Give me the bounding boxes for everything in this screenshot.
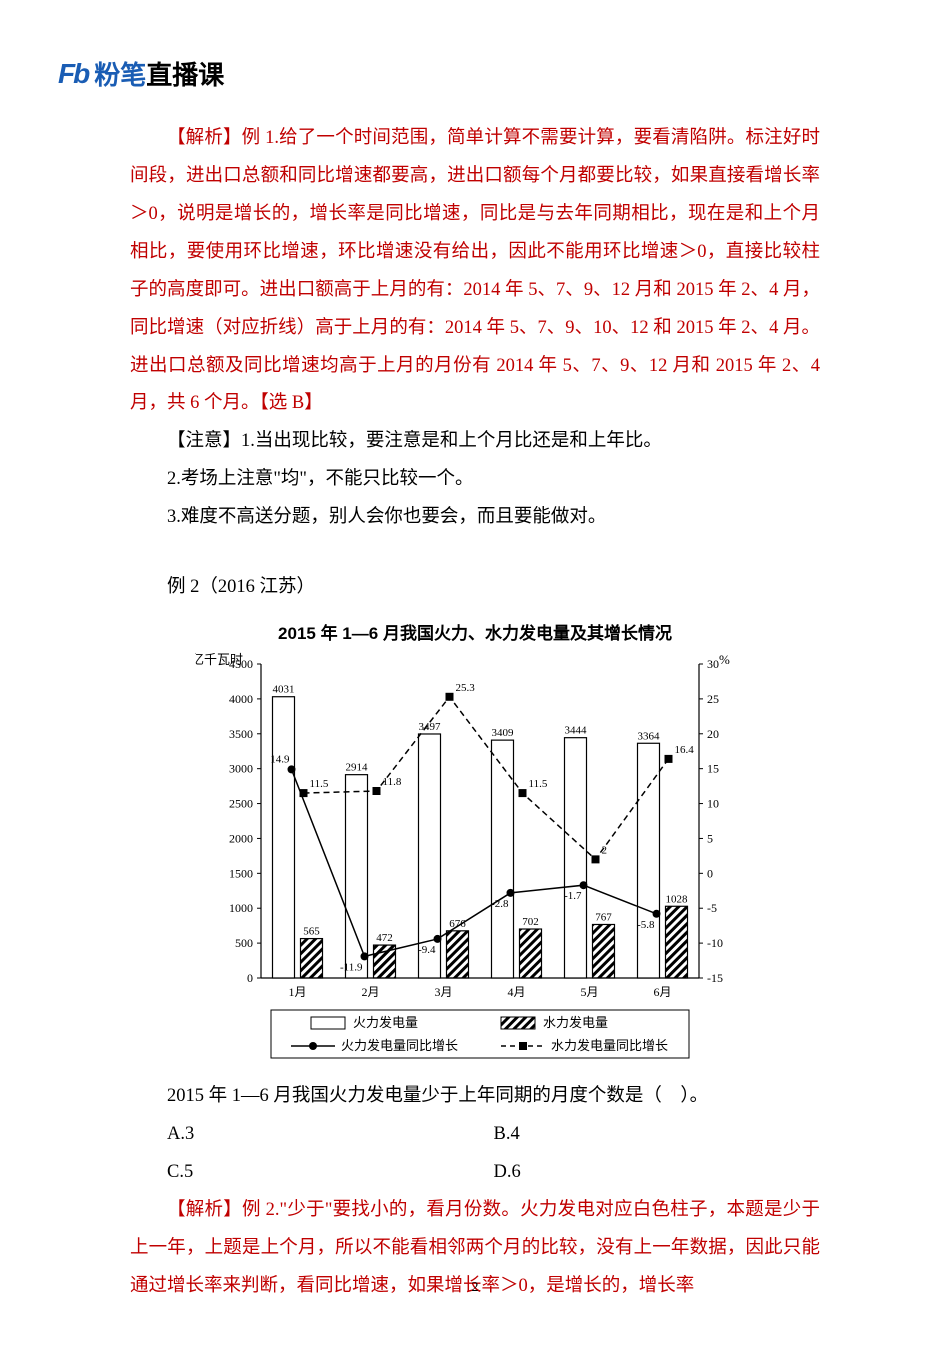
svg-text:767: 767: [595, 912, 612, 924]
svg-text:3409: 3409: [492, 727, 515, 739]
logo-icon: Fb: [58, 58, 88, 90]
svg-text:1028: 1028: [666, 893, 689, 905]
logo-text-normal: 直播课: [146, 60, 224, 90]
svg-text:11.8: 11.8: [383, 776, 402, 788]
svg-text:1500: 1500: [229, 866, 253, 880]
svg-text:5: 5: [707, 832, 713, 846]
question-text: 2015 年 1—6 月我国火力发电量少于上年同期的月度个数是（ ）。: [130, 1078, 820, 1116]
svg-text:5月: 5月: [580, 985, 598, 999]
svg-text:20: 20: [707, 727, 719, 741]
svg-text:3364: 3364: [638, 730, 661, 742]
svg-text:4500: 4500: [229, 657, 253, 671]
svg-text:10: 10: [707, 797, 719, 811]
svg-text:676: 676: [449, 918, 466, 930]
svg-text:25: 25: [707, 692, 719, 706]
logo-text-bold: 粉笔: [94, 60, 146, 90]
analysis-1: 【解析】例 1.给了一个时间范围，简单计算不需要计算，要看清陷阱。标注好时间段，…: [130, 120, 820, 423]
svg-text:3月: 3月: [434, 985, 452, 999]
svg-text:2月: 2月: [361, 985, 379, 999]
svg-text:2914: 2914: [346, 762, 369, 774]
svg-text:3497: 3497: [419, 721, 442, 733]
svg-text:-1.7: -1.7: [564, 890, 582, 902]
svg-text:4月: 4月: [507, 985, 525, 999]
svg-text:0: 0: [247, 971, 253, 985]
note-2: 2.考场上注意"均"，不能只比较一个。: [130, 461, 820, 499]
power-chart: 亿千瓦时050010001500200025003000350040004500…: [195, 650, 755, 1070]
svg-text:-10: -10: [707, 936, 723, 950]
svg-text:25.3: 25.3: [456, 682, 476, 694]
note-1: 【注意】1.当出现比较，要注意是和上个月比还是和上年比。: [130, 423, 820, 461]
svg-text:2000: 2000: [229, 832, 253, 846]
svg-text:3000: 3000: [229, 762, 253, 776]
note-3: 3.难度不高送分题，别人会你也要会，而且要能做对。: [130, 499, 820, 537]
analysis-prefix: 【解析】: [167, 128, 242, 148]
svg-text:4000: 4000: [229, 692, 253, 706]
option-d: D.6: [494, 1154, 821, 1192]
svg-text:14.9: 14.9: [270, 753, 290, 765]
svg-text:水力发电量同比增长: 水力发电量同比增长: [551, 1038, 668, 1053]
svg-text:-9.4: -9.4: [418, 944, 436, 956]
svg-text:3500: 3500: [229, 727, 253, 741]
svg-text:1月: 1月: [288, 985, 306, 999]
page-number: 2: [0, 1280, 950, 1296]
svg-text:2: 2: [602, 844, 608, 856]
analysis-answer: 【选 B】: [260, 393, 323, 413]
svg-text:火力发电量同比增长: 火力发电量同比增长: [341, 1038, 458, 1053]
svg-text:3444: 3444: [565, 725, 588, 737]
option-b: B.4: [494, 1116, 821, 1154]
svg-text:11.5: 11.5: [310, 778, 329, 790]
svg-text:水力发电量: 水力发电量: [543, 1015, 608, 1030]
options: A.3 B.4 C.5 D.6: [130, 1116, 820, 1192]
svg-text:-2.8: -2.8: [491, 898, 509, 910]
example-2-label: 例 2（2016 江苏）: [130, 569, 820, 607]
chart-title: 2015 年 1—6 月我国火力、水力发电量及其增长情况: [130, 619, 820, 644]
svg-text:%: %: [719, 652, 730, 667]
option-a: A.3: [167, 1116, 494, 1154]
svg-text:11.5: 11.5: [529, 778, 548, 790]
chart-container: 亿千瓦时050010001500200025003000350040004500…: [130, 650, 820, 1070]
svg-text:500: 500: [235, 936, 253, 950]
svg-text:-11.9: -11.9: [340, 961, 363, 973]
analysis-body: 例 1.给了一个时间范围，简单计算不需要计算，要看清陷阱。标注好时间段，进出口总…: [130, 128, 820, 413]
svg-text:1000: 1000: [229, 901, 253, 915]
svg-text:472: 472: [376, 932, 393, 944]
svg-text:16.4: 16.4: [675, 744, 695, 756]
option-c: C.5: [167, 1154, 494, 1192]
svg-text:火力发电量: 火力发电量: [353, 1015, 418, 1030]
svg-text:702: 702: [522, 916, 539, 928]
svg-text:-5.8: -5.8: [637, 919, 655, 931]
svg-text:0: 0: [707, 866, 713, 880]
svg-text:-5: -5: [707, 901, 717, 915]
svg-text:2500: 2500: [229, 797, 253, 811]
svg-text:30: 30: [707, 657, 719, 671]
svg-text:15: 15: [707, 762, 719, 776]
svg-text:6月: 6月: [653, 985, 671, 999]
brand-logo: Fb 粉笔直播课: [58, 55, 820, 92]
svg-text:565: 565: [303, 926, 320, 938]
svg-text:4031: 4031: [273, 684, 295, 696]
svg-text:-15: -15: [707, 971, 723, 985]
